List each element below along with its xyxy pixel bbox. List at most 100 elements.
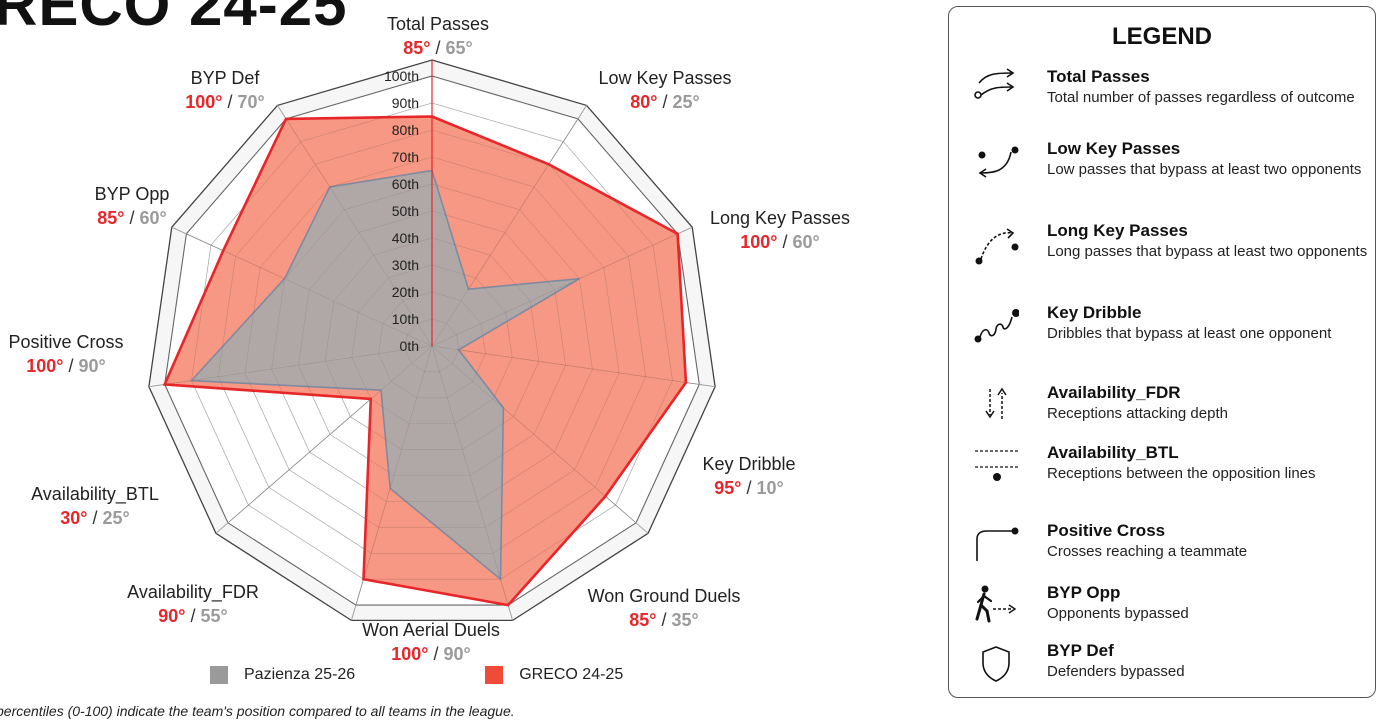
legend-item-availability-fdr: Availability_FDR Receptions attacking de… bbox=[949, 383, 1375, 453]
series-area-pazienza bbox=[189, 169, 580, 581]
category-label: Positive Cross bbox=[8, 332, 123, 352]
r-tick-label: 10th bbox=[392, 311, 419, 327]
greco-value: 100° bbox=[391, 644, 428, 664]
legend-entry-pazienza: Pazienza 25-26 bbox=[210, 666, 355, 684]
depth-arrows-icon bbox=[985, 387, 1007, 419]
greco-value: 30° bbox=[60, 508, 87, 528]
r-tick-label: 60th bbox=[392, 176, 419, 192]
legend-item-availability-btl: Availability_BTL Receptions between the … bbox=[949, 443, 1375, 513]
legend-item-key-dribble: Key Dribble Dribbles that bypass at leas… bbox=[949, 303, 1375, 373]
radar-spoke-overlay bbox=[431, 345, 700, 385]
legend-desc: Crosses reaching a teammate bbox=[1047, 543, 1248, 560]
passes-icon bbox=[974, 68, 1015, 99]
pazienza-value: 10° bbox=[757, 478, 784, 498]
legend-term: BYP Opp bbox=[1047, 583, 1121, 602]
radar-ring-overlay bbox=[351, 264, 513, 424]
radar-ring-overlay bbox=[298, 210, 566, 476]
legend-item-byp-def: BYP Def Defenders bypassed bbox=[949, 641, 1375, 711]
greco-value: 85° bbox=[629, 610, 656, 630]
r-tick-label: 0th bbox=[400, 338, 419, 354]
category-label: BYP Opp bbox=[95, 184, 170, 204]
legend-label-pazienza: Pazienza 25-26 bbox=[244, 666, 356, 683]
radar-chart: 0th 10th 20th 30th 40th 50th 60th 70th 80th 90th 1… bbox=[8, 14, 850, 664]
legend-item-total-passes: Total Passes Total number of passes rega… bbox=[949, 67, 1375, 137]
category-values: 30° / 25° bbox=[60, 508, 129, 528]
legend-term: Positive Cross bbox=[1047, 521, 1166, 540]
category-values: 95° / 10° bbox=[714, 478, 783, 498]
radar-spoke-overlay bbox=[164, 345, 433, 385]
category-values: 100° / 70° bbox=[185, 92, 264, 112]
runner-icon bbox=[975, 585, 1017, 623]
legend-desc: Receptions between the opposition lines bbox=[1047, 465, 1316, 482]
value-separator: / bbox=[124, 208, 139, 228]
value-separator: / bbox=[63, 356, 78, 376]
radar-ring-overlay bbox=[324, 237, 540, 450]
chart-legend: Pazienza 25-26 GRECO 24-25 bbox=[210, 662, 623, 688]
greco-value: 85° bbox=[97, 208, 124, 228]
dribble-icon bbox=[974, 309, 1019, 343]
category-values: 85° / 60° bbox=[97, 208, 166, 228]
legend-term: BYP Def bbox=[1047, 641, 1114, 660]
pazienza-value: 35° bbox=[672, 610, 699, 630]
radar-ring-overlay bbox=[244, 156, 620, 528]
pazienza-value: 65° bbox=[446, 38, 473, 58]
pazienza-value: 90° bbox=[444, 644, 471, 664]
legend-swatch-greco bbox=[485, 666, 504, 684]
r-tick-label: 40th bbox=[392, 230, 419, 246]
radar-spoke-overlay bbox=[431, 345, 509, 606]
value-separator: / bbox=[777, 232, 792, 252]
pazienza-value: 55° bbox=[201, 606, 228, 626]
greco-value: 100° bbox=[185, 92, 222, 112]
category-values: 85° / 65° bbox=[403, 38, 472, 58]
legend-swatch-pazienza bbox=[210, 666, 228, 684]
radar-ring-overlay bbox=[378, 291, 486, 398]
radar-ring-overlay bbox=[191, 102, 673, 580]
category-label: Long Key Passes bbox=[710, 208, 850, 228]
legend-desc: Dribbles that bypass at least one oppone… bbox=[1047, 325, 1332, 342]
pazienza-value: 60° bbox=[140, 208, 167, 228]
legend-entry-greco: GRECO 24-25 bbox=[485, 666, 623, 684]
r-tick-label: 100th bbox=[384, 68, 419, 84]
long-pass-icon bbox=[975, 228, 1019, 265]
legend-term: Low Key Passes bbox=[1047, 139, 1181, 158]
radar-spoke-overlay bbox=[186, 233, 433, 347]
category-label: Total Passes bbox=[387, 14, 489, 34]
legend-title: LEGEND bbox=[1111, 23, 1212, 50]
legend-panel: LEGEND Total Passes Total number of pass… bbox=[948, 6, 1376, 698]
value-separator: / bbox=[185, 606, 200, 626]
value-separator: / bbox=[657, 92, 672, 112]
category-values: 100° / 90° bbox=[391, 644, 470, 664]
shield-icon bbox=[982, 646, 1010, 682]
radar-spoke-overlay bbox=[227, 345, 433, 523]
legend-term: Total Passes bbox=[1047, 67, 1150, 86]
radar-spoke-overlay bbox=[431, 233, 678, 347]
legend-item-long-key-passes: Long Key Passes Long passes that bypass … bbox=[949, 221, 1375, 291]
radar-ring-overlay bbox=[217, 129, 647, 554]
radar-ring-overlay bbox=[271, 183, 593, 502]
legend-desc: Defenders bypassed bbox=[1047, 663, 1185, 680]
category-label: Won Ground Duels bbox=[588, 586, 741, 606]
category-values: 90° / 55° bbox=[158, 606, 227, 626]
pazienza-value: 25° bbox=[103, 508, 130, 528]
value-separator: / bbox=[430, 38, 445, 58]
greco-value: 80° bbox=[630, 92, 657, 112]
legend-item-byp-opp: BYP Opp Opponents bypassed bbox=[949, 583, 1375, 653]
greco-value: 95° bbox=[714, 478, 741, 498]
legend-desc: Long passes that bypass at least two opp… bbox=[1047, 243, 1368, 260]
r-tick-label: 70th bbox=[392, 149, 419, 165]
value-separator: / bbox=[656, 610, 671, 630]
legend-term: Availability_BTL bbox=[1047, 443, 1179, 462]
legend-desc: Total number of passes regardless of out… bbox=[1047, 89, 1355, 106]
value-separator: / bbox=[87, 508, 102, 528]
lines-icon bbox=[975, 450, 1019, 481]
legend-item-low-key-passes: Low Key Passes Low passes that bypass at… bbox=[949, 139, 1375, 209]
greco-value: 100° bbox=[26, 356, 63, 376]
legend-term: Availability_FDR bbox=[1047, 383, 1181, 402]
legend-term: Long Key Passes bbox=[1047, 221, 1188, 240]
category-label: Availability_BTL bbox=[31, 484, 159, 505]
greco-value: 90° bbox=[158, 606, 185, 626]
page-title: RECO 24-25 bbox=[0, 0, 348, 38]
category-values: 80° / 25° bbox=[630, 92, 699, 112]
legend-desc: Receptions attacking depth bbox=[1047, 405, 1228, 422]
pazienza-value: 25° bbox=[673, 92, 700, 112]
